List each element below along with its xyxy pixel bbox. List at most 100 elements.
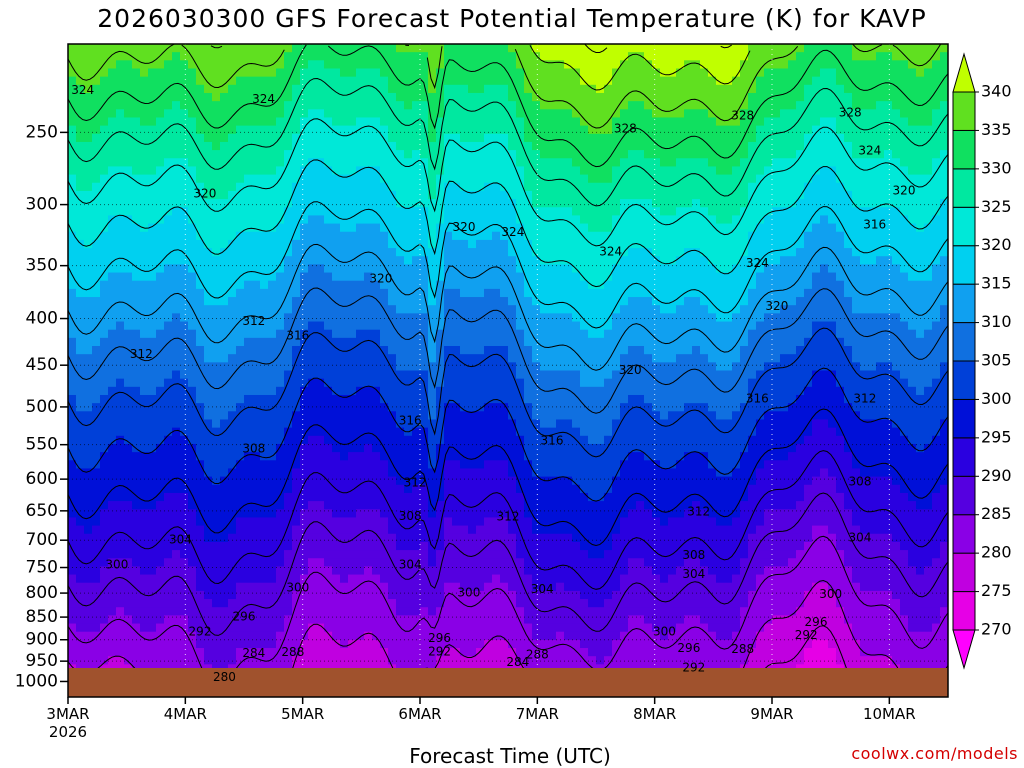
field-cell (100, 280, 109, 290)
field-cell (340, 566, 349, 576)
field-cell (172, 582, 181, 592)
field-cell (180, 582, 189, 592)
field-cell (116, 305, 125, 314)
field-cell (236, 492, 245, 502)
field-cell (172, 607, 181, 616)
field-cell (316, 558, 325, 567)
field-cell (252, 337, 261, 347)
field-cell (428, 460, 437, 470)
field-cell (220, 288, 229, 298)
field-cell (300, 280, 309, 290)
field-cell (228, 648, 237, 657)
field-cell (420, 125, 429, 135)
field-cell (108, 525, 117, 535)
field-cell (444, 541, 453, 551)
field-cell (444, 109, 453, 119)
field-cell (540, 52, 549, 61)
field-cell (532, 223, 541, 233)
field-cell (236, 435, 245, 445)
field-cell (332, 239, 341, 249)
field-cell (356, 76, 365, 86)
field-cell (196, 60, 205, 70)
field-cell (196, 101, 205, 110)
field-cell (340, 117, 349, 127)
field-cell (124, 452, 133, 461)
field-cell (284, 231, 293, 241)
field-cell (212, 256, 221, 265)
field-cell (508, 264, 517, 274)
field-cell (420, 631, 429, 641)
field-cell (148, 92, 157, 102)
field-cell (428, 550, 437, 559)
field-cell (292, 517, 301, 527)
field-cell (268, 574, 277, 584)
field-cell (388, 60, 397, 70)
field-cell (276, 386, 285, 396)
field-cell (548, 525, 557, 535)
field-cell (412, 656, 421, 665)
field-cell (460, 231, 469, 241)
field-cell (84, 590, 93, 600)
field-cell (188, 272, 197, 282)
field-cell (460, 386, 469, 396)
field-cell (316, 639, 325, 649)
field-cell (412, 582, 421, 592)
field-cell (164, 476, 173, 486)
field-cell (164, 639, 173, 649)
field-cell (188, 517, 197, 527)
field-cell (84, 150, 93, 159)
field-cell (292, 509, 301, 519)
field-cell (420, 403, 429, 412)
field-cell (436, 354, 445, 363)
field-cell (332, 615, 341, 625)
field-cell (84, 484, 93, 494)
field-cell (84, 623, 93, 633)
field-cell (388, 337, 397, 347)
field-cell (252, 362, 261, 372)
field-cell (324, 378, 333, 388)
field-cell (100, 558, 109, 567)
field-cell (356, 460, 365, 470)
field-cell (284, 574, 293, 584)
field-cell (524, 174, 533, 184)
field-cell (108, 517, 117, 527)
field-cell (500, 76, 509, 86)
field-cell (172, 550, 181, 559)
field-cell (252, 125, 261, 135)
field-cell (388, 533, 397, 543)
field-cell (500, 101, 509, 110)
field-cell (324, 435, 333, 445)
field-cell (228, 639, 237, 649)
field-cell (180, 174, 189, 184)
field-cell (252, 411, 261, 421)
field-cell (292, 44, 301, 53)
field-cell (476, 174, 485, 184)
field-cell (372, 639, 381, 649)
field-cell (356, 92, 365, 102)
field-cell (188, 248, 197, 257)
field-cell (220, 272, 229, 282)
field-cell (476, 525, 485, 535)
field-cell (556, 656, 565, 665)
field-cell (284, 354, 293, 363)
field-cell (284, 297, 293, 306)
field-cell (100, 394, 109, 404)
field-cell (372, 599, 381, 608)
field-cell (220, 256, 229, 265)
field-cell (460, 199, 469, 208)
field-cell (132, 117, 141, 127)
field-cell (124, 280, 133, 290)
field-cell (92, 394, 101, 404)
field-cell (196, 125, 205, 135)
field-cell (564, 158, 573, 168)
field-cell (516, 394, 525, 404)
field-cell (76, 509, 85, 519)
field-cell (268, 52, 277, 61)
field-cell (68, 517, 77, 527)
field-cell (164, 533, 173, 543)
field-cell (308, 394, 317, 404)
field-cell (164, 631, 173, 641)
field-cell (388, 150, 397, 159)
field-cell (148, 305, 157, 314)
field-cell (484, 150, 493, 159)
